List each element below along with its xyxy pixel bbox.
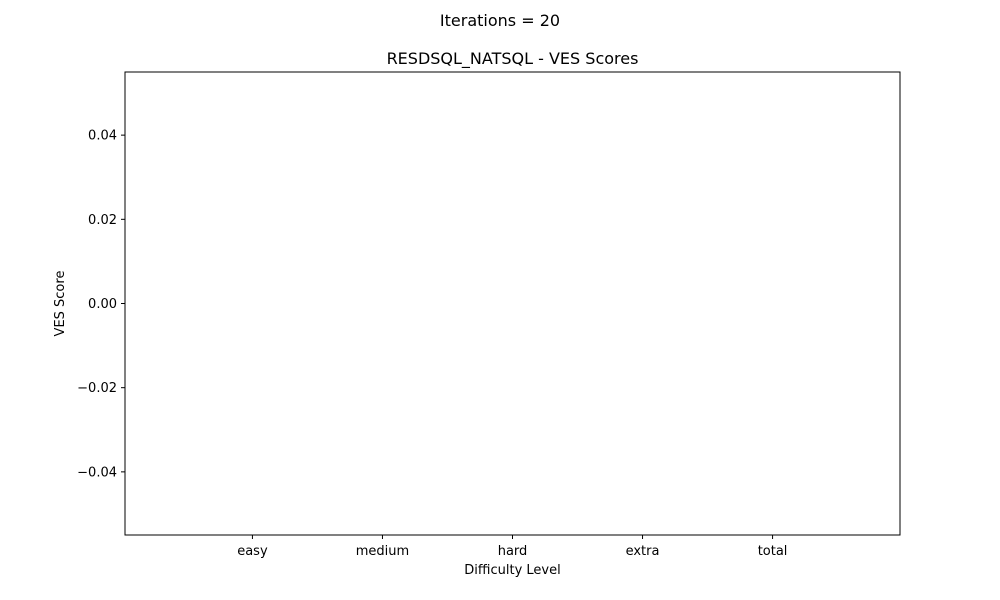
chart-title: RESDSQL_NATSQL - VES Scores (387, 49, 639, 69)
y-axis-label: VES Score (53, 271, 68, 337)
y-tick-label: −0.02 (77, 381, 117, 396)
figure-suptitle: Iterations = 20 (440, 11, 560, 30)
x-tick-label: total (758, 544, 788, 559)
x-axis-ticks: easy medium hard extra total (237, 535, 787, 559)
x-tick-label: hard (498, 544, 528, 559)
x-tick-label: medium (356, 544, 409, 559)
y-tick-label: −0.04 (77, 465, 117, 480)
x-tick-label: extra (626, 544, 660, 559)
y-tick-label: 0.00 (88, 297, 117, 312)
y-tick-label: 0.04 (88, 129, 117, 144)
x-tick-label: easy (237, 544, 268, 559)
y-axis-ticks: 0.04 0.02 0.00 −0.02 −0.04 (77, 129, 125, 480)
x-axis-label: Difficulty Level (464, 563, 560, 578)
y-tick-label: 0.02 (88, 213, 117, 228)
